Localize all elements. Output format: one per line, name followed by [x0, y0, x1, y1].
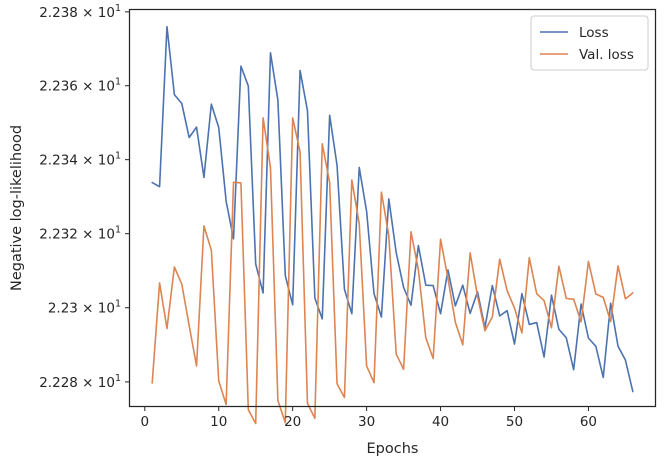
x-axis: 0 10 20 30 40 50 60: [140, 406, 597, 430]
plot-frame: [128, 8, 657, 408]
y-axis: 2.228 × 101 2.23 × 101 2.232 × 101 2.234 × …: [39, 3, 130, 391]
legend-label-1: Val. loss: [579, 47, 634, 63]
legend: Loss Val. loss: [530, 15, 649, 71]
y-tick-label: 2.238 × 101: [39, 3, 121, 21]
x-tick-label: 60: [580, 414, 597, 430]
x-axis-label: Epochs: [367, 441, 419, 457]
x-tick-label: 20: [284, 414, 301, 430]
x-tick-label: 30: [358, 414, 375, 430]
legend-box: [530, 15, 649, 71]
y-axis-label: Negative log-likelihood: [9, 125, 25, 291]
legend-label-0: Loss: [579, 25, 609, 41]
x-tick-label: 0: [140, 414, 149, 430]
x-tick-label: 40: [432, 414, 449, 430]
x-tick-label: 10: [210, 414, 227, 430]
series-layer: [151, 25, 634, 425]
y-tick-label: 2.23 × 101: [48, 299, 121, 317]
y-tick-label: 2.236 × 101: [39, 77, 121, 95]
y-tick-label: 2.228 × 101: [39, 373, 121, 391]
y-tick-label: 2.232 × 101: [39, 225, 121, 243]
x-tick-label: 50: [506, 414, 523, 430]
y-tick-label: 2.234 × 101: [39, 151, 121, 169]
series-line-1: [151, 117, 634, 425]
